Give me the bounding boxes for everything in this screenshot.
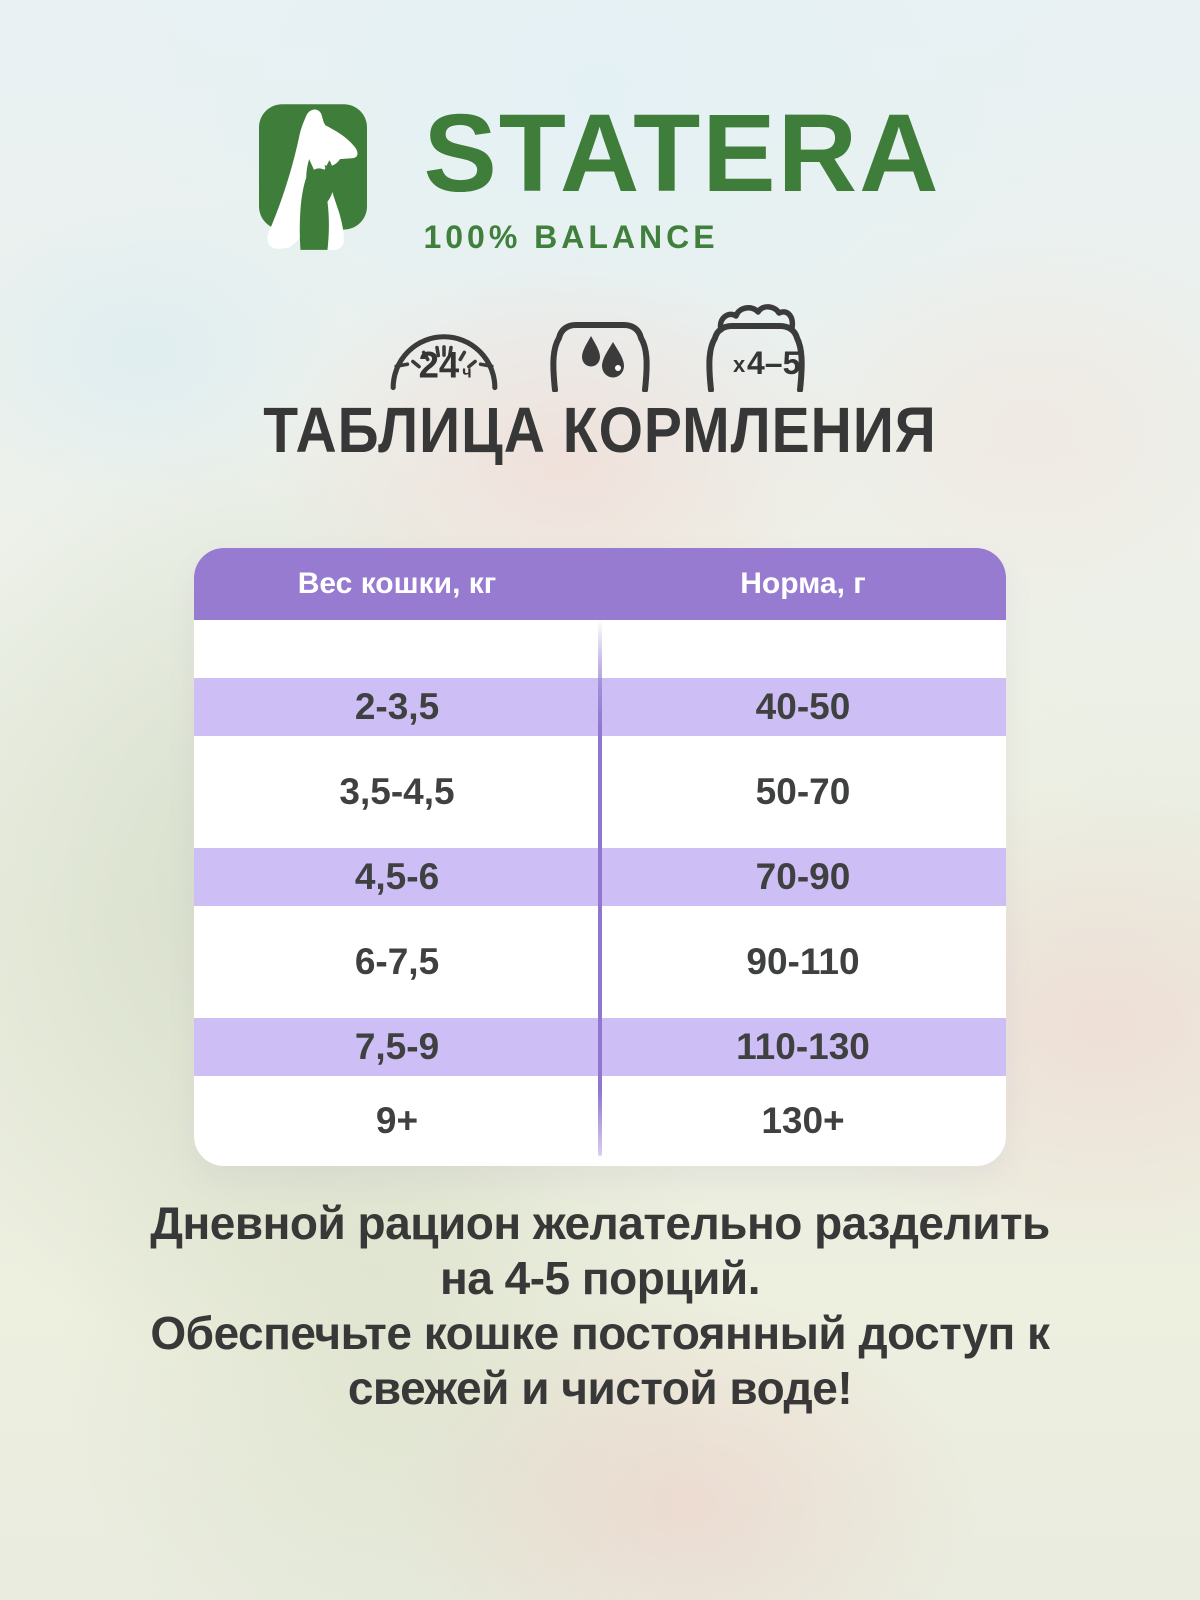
feeding-table: Вес кошки, кг Норма, г 2-3,5 40-50 3,5-4…: [194, 548, 1006, 1166]
weight-cell: 6-7,5: [354, 941, 440, 982]
table-row: 6-7,5 90-110: [194, 906, 1006, 1018]
page-title: ТАБЛИЦА КОРМЛЕНИЯ: [263, 395, 937, 467]
gauge-hours-value: 24: [419, 344, 460, 385]
weight-cell: 9+: [375, 1100, 419, 1141]
table-row: 9+ 130+: [194, 1076, 1006, 1166]
water-drops-bowl-icon: [550, 322, 650, 392]
column-header-norm: Норма, г: [740, 567, 866, 600]
food-portions-bowl-icon: x 4–5: [706, 304, 805, 392]
table-column-divider: [598, 620, 602, 1156]
feeding-note-line: свежей и чистой воде!: [347, 1362, 853, 1414]
weight-cell: 2-3,5: [354, 686, 440, 727]
portions-value: 4–5: [747, 345, 800, 381]
norm-cell: 50-70: [755, 771, 851, 812]
norm-cell: 70-90: [755, 856, 851, 897]
brand-header: STATERA 100% BALANCE: [0, 99, 1200, 256]
brand-tagline: 100% BALANCE: [423, 219, 719, 255]
feeding-table-header: Вес кошки, кг Норма, г: [194, 548, 1006, 620]
portions-prefix: x: [733, 352, 746, 377]
statera-dog-cat-logo-icon: [259, 104, 368, 250]
feeding-note-line: на 4-5 порций.: [439, 1252, 761, 1304]
feeding-note-line: Дневной рацион желательно разделить: [150, 1197, 1050, 1249]
weight-cell: 4,5-6: [354, 856, 440, 897]
weight-cell: 3,5-4,5: [339, 771, 455, 812]
norm-cell: 40-50: [755, 686, 851, 727]
norm-cell: 130+: [761, 1100, 845, 1141]
brand-name: STATERA: [423, 92, 941, 215]
weight-cell: 7,5-9: [354, 1026, 440, 1067]
table-row: 3,5-4,5 50-70: [194, 736, 1006, 848]
feeding-note-line: Обеспечьте кошке постоянный доступ к: [150, 1307, 1050, 1359]
brand-text-block: STATERA 100% BALANCE: [423, 99, 940, 256]
badge-icons-row: 24 ч x 4–5: [0, 300, 1200, 392]
feeding-note: Дневной рацион желательно разделить на 4…: [0, 1196, 1200, 1416]
norm-cell: 110-130: [736, 1026, 870, 1067]
24h-gauge-icon: 24 ч: [390, 334, 498, 391]
column-header-weight: Вес кошки, кг: [297, 567, 497, 600]
gauge-hours-unit: ч: [462, 363, 471, 381]
norm-cell: 90-110: [746, 941, 860, 982]
